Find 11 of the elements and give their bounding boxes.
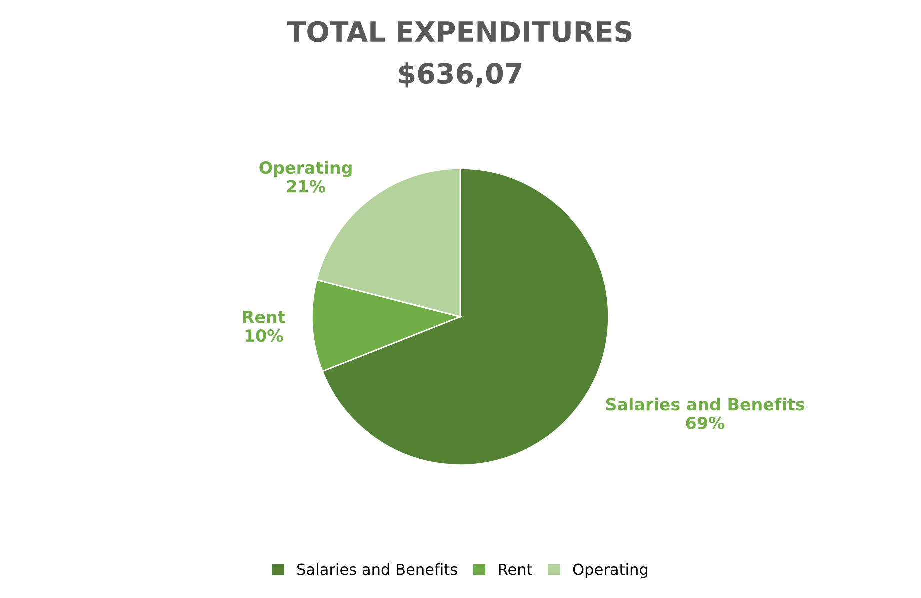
data-label: 21% — [287, 180, 326, 193]
slice-label: Rent — [243, 311, 286, 324]
legend-label: Operating — [573, 563, 648, 578]
slice-label: Salaries and Benefits — [606, 398, 804, 411]
slice-label: Operating — [260, 161, 352, 178]
chart-title: TOTAL EXPENDITURES — [287, 21, 632, 42]
chart-subtitle: $636,07 — [399, 62, 522, 88]
legend-label: Salaries and Benefits — [298, 563, 458, 576]
data-label: 69% — [686, 416, 725, 430]
legend-label: Rent — [499, 564, 532, 576]
data-label: 10% — [246, 329, 284, 342]
